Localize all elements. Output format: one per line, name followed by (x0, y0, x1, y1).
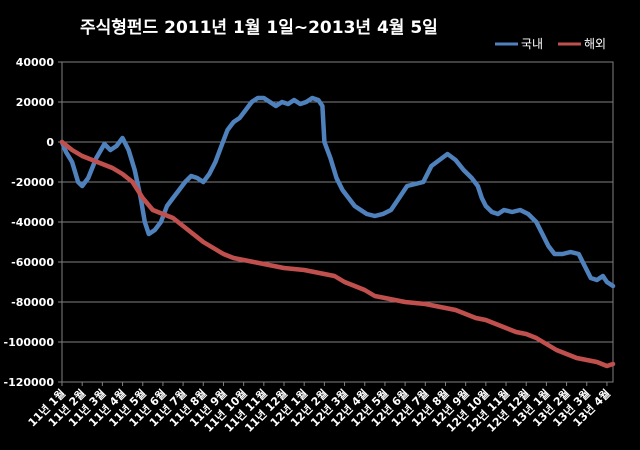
y-tick-label: -40000 (11, 216, 54, 229)
y-tick-label: -120000 (4, 376, 55, 389)
y-tick-label: -20000 (11, 176, 54, 189)
series-layer (59, 95, 616, 369)
grid-lines (62, 61, 613, 383)
y-axis: 40000 20000 0 -20000 -40000 -60000 -80000 -1000… (4, 56, 62, 389)
y-tick-label: 40000 (16, 56, 55, 69)
chart-title: 주식형펀드 2011년 1월 1일~2013년 4월 5일 (80, 17, 438, 38)
legend: 국내 해외 (495, 37, 606, 51)
legend-label-overseas: 해외 (584, 37, 606, 51)
y-tick-label: -80000 (11, 296, 54, 309)
y-tick-label: -60000 (11, 256, 54, 269)
y-tick-label: 0 (46, 136, 54, 149)
y-tick-label: 20000 (16, 96, 55, 109)
series-line-domestic (59, 95, 616, 289)
series-line-overseas (59, 139, 616, 369)
y-tick-label: -100000 (4, 336, 55, 349)
legend-label-domestic: 국내 (521, 37, 543, 51)
